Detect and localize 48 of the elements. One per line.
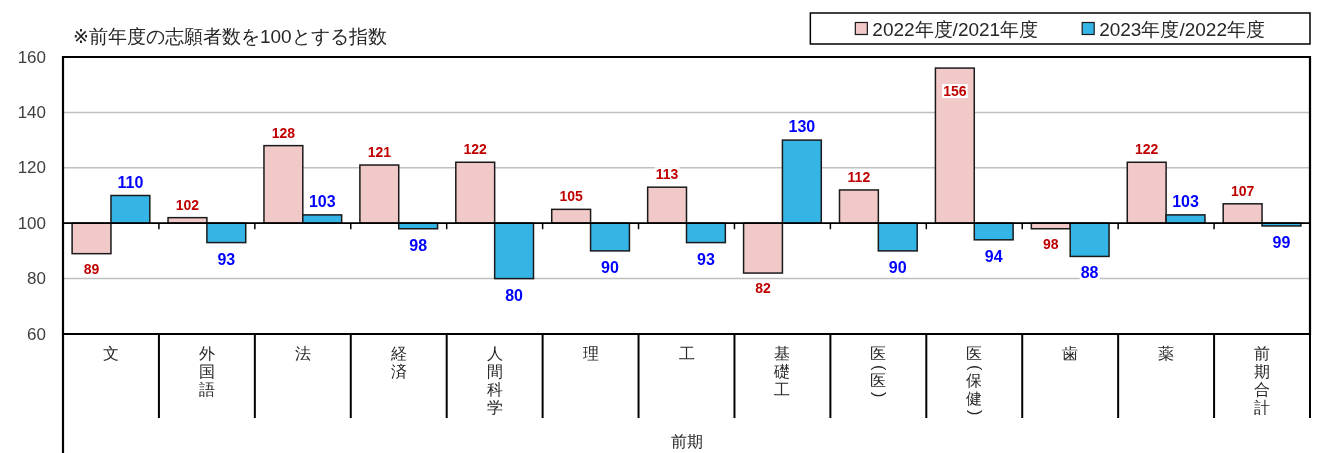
value-label: 98 bbox=[408, 236, 429, 254]
category-label: 人間科学 bbox=[486, 345, 503, 416]
value-label: 103 bbox=[307, 192, 337, 210]
value-label: 112 bbox=[846, 168, 872, 185]
value-label: 105 bbox=[558, 188, 585, 205]
value-label: 110 bbox=[116, 173, 145, 191]
y-tick-label: 140 bbox=[17, 102, 46, 122]
value-label: 88 bbox=[1079, 264, 1100, 282]
y-tick-label: 120 bbox=[17, 158, 46, 178]
value-label: 82 bbox=[754, 280, 772, 297]
annotation: ※前年度の志願者数を100とする指数 bbox=[73, 26, 387, 47]
category-label: 法 bbox=[294, 345, 311, 362]
category-label: 薬 bbox=[1158, 345, 1175, 362]
value-label: 80 bbox=[504, 286, 525, 304]
value-label: 89 bbox=[82, 260, 101, 277]
category-label: 歯 bbox=[1062, 345, 1079, 362]
legend-label: 2023年度/2022年度 bbox=[1099, 19, 1265, 40]
category-label: 工 bbox=[678, 345, 695, 362]
xlabel: 前期 bbox=[670, 433, 703, 450]
category-label: 医(医) bbox=[870, 345, 889, 398]
category-label: 経済 bbox=[390, 345, 407, 380]
category-label: 理 bbox=[582, 345, 599, 362]
value-label: 102 bbox=[174, 196, 201, 213]
value-label: 99 bbox=[1271, 233, 1292, 251]
y-tick-label: 100 bbox=[17, 213, 46, 233]
y-tick-label: 160 bbox=[17, 47, 46, 67]
value-label: 94 bbox=[983, 247, 1004, 265]
value-label: 90 bbox=[600, 258, 620, 276]
value-label: 93 bbox=[216, 250, 237, 268]
value-label: 122 bbox=[462, 141, 489, 158]
value-label: 103 bbox=[1171, 192, 1200, 210]
category-label: 前期合計 bbox=[1254, 345, 1271, 416]
category-label: 文 bbox=[102, 345, 119, 362]
category-label: 外国語 bbox=[198, 345, 215, 398]
value-label: 130 bbox=[787, 118, 817, 136]
legend-label: 2022年度/2021年度 bbox=[872, 19, 1039, 40]
value-label: 122 bbox=[1134, 141, 1160, 158]
y-tick-label: 60 bbox=[27, 324, 46, 344]
category-label: 基礎工 bbox=[774, 345, 791, 398]
category-label: 医(保健) bbox=[966, 345, 984, 416]
value-label: 107 bbox=[1229, 182, 1256, 199]
y-tick-label: 80 bbox=[27, 269, 46, 289]
value-label: 93 bbox=[696, 250, 716, 268]
value-label: 156 bbox=[942, 83, 968, 100]
value-label: 90 bbox=[887, 258, 908, 276]
value-label: 98 bbox=[1042, 235, 1060, 252]
value-label: 121 bbox=[366, 144, 393, 161]
value-label: 128 bbox=[270, 124, 297, 141]
